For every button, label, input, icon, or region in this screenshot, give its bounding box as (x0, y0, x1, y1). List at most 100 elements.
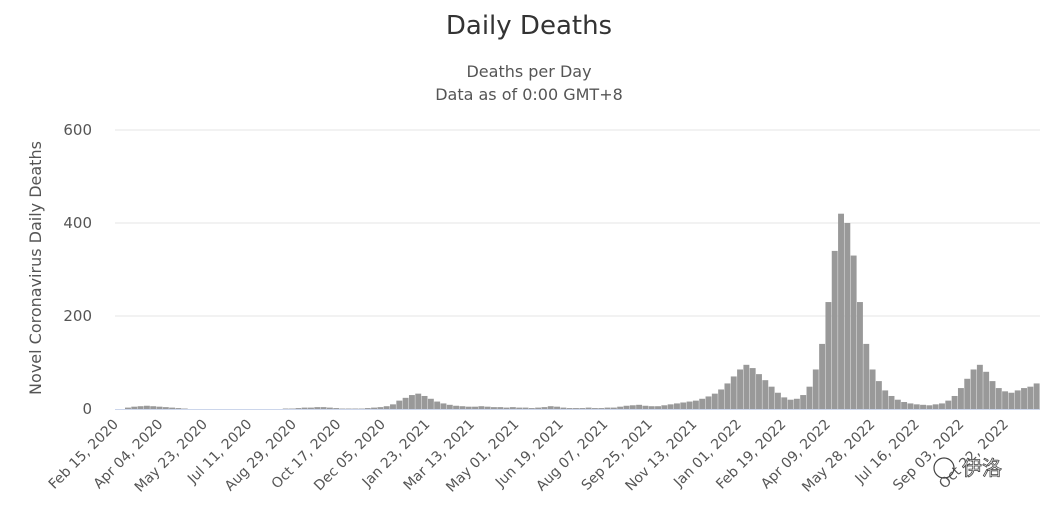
bar (453, 405, 460, 409)
bar (756, 374, 762, 410)
bar (793, 398, 800, 409)
bar (812, 369, 819, 409)
bar (522, 407, 529, 409)
bar (711, 393, 718, 409)
bar (390, 404, 396, 409)
bar (396, 400, 403, 409)
bar (705, 396, 712, 409)
bar (692, 400, 699, 409)
bar (850, 255, 857, 409)
bar (156, 406, 163, 409)
bar (585, 407, 592, 409)
watermark-text: 伊洛 (962, 456, 1002, 480)
bar (169, 407, 176, 409)
bar (989, 381, 996, 409)
bar (131, 406, 138, 409)
y-tick-label: 400 (63, 214, 92, 232)
bar (983, 371, 990, 409)
bar (655, 406, 661, 409)
bar (749, 368, 756, 409)
bar (137, 406, 144, 409)
bar (976, 364, 983, 409)
bar (844, 223, 851, 409)
bar (1002, 391, 1009, 409)
bar (894, 399, 901, 409)
bar (926, 405, 933, 409)
bar (491, 407, 497, 409)
bar (143, 405, 150, 409)
bar (907, 403, 914, 409)
bar (1021, 388, 1027, 409)
bar (920, 404, 927, 409)
bar (566, 408, 573, 409)
bar (377, 407, 384, 409)
bars (125, 213, 1040, 410)
bar (573, 408, 579, 409)
bar (857, 302, 863, 409)
bar (957, 388, 964, 409)
bar (718, 389, 725, 409)
bar (150, 406, 157, 409)
y-tick-label: 600 (63, 121, 92, 139)
bar (648, 406, 655, 409)
bar (314, 407, 321, 409)
watermark: 伊洛 (933, 456, 1002, 480)
bar (787, 399, 794, 409)
bar (503, 407, 510, 409)
y-axis-ticks: 0 200 400 600 (63, 121, 92, 418)
bar (175, 408, 182, 409)
bar (888, 395, 895, 409)
bar (478, 406, 485, 409)
bar (1008, 392, 1015, 409)
chat-bubble-icon (933, 457, 955, 479)
bar (326, 407, 333, 409)
bar (819, 343, 826, 409)
bar (440, 403, 447, 409)
bar (774, 392, 781, 409)
gridlines (115, 129, 1040, 317)
y-tick-label: 200 (63, 307, 92, 325)
bar (724, 383, 731, 409)
bar (762, 380, 769, 409)
bar (579, 408, 586, 409)
bar (825, 302, 832, 409)
bar (1033, 383, 1040, 409)
bar (674, 403, 680, 409)
bar (421, 395, 428, 409)
bar (472, 406, 478, 409)
bar (383, 406, 390, 409)
bar (308, 407, 314, 409)
bar (434, 401, 441, 409)
bar (484, 406, 491, 409)
bar (730, 376, 737, 409)
bar (301, 407, 308, 409)
bar (497, 407, 504, 409)
bar (408, 395, 415, 409)
bar (680, 402, 687, 409)
bar (554, 406, 561, 409)
bar (547, 406, 554, 409)
bar (415, 393, 422, 409)
bar (901, 402, 908, 409)
chart-subtitle-line2: Data as of 0:00 GMT+8 (435, 85, 623, 104)
bar (516, 407, 523, 409)
bar (737, 369, 744, 409)
bar (636, 404, 643, 409)
bar (295, 408, 302, 409)
bar (125, 407, 131, 409)
bar (1014, 390, 1021, 409)
bar (970, 369, 977, 409)
bar (333, 408, 340, 409)
bar (768, 386, 775, 409)
bar (402, 397, 409, 409)
y-tick-label: 0 (82, 400, 92, 418)
bar (465, 406, 472, 409)
bar (838, 213, 844, 409)
bar (528, 408, 535, 409)
bar (869, 369, 876, 409)
bar (560, 407, 567, 409)
bar (623, 405, 630, 409)
y-axis-label: Novel Coronavirus Daily Deaths (26, 141, 45, 395)
bar (875, 381, 882, 409)
bar (932, 404, 939, 409)
